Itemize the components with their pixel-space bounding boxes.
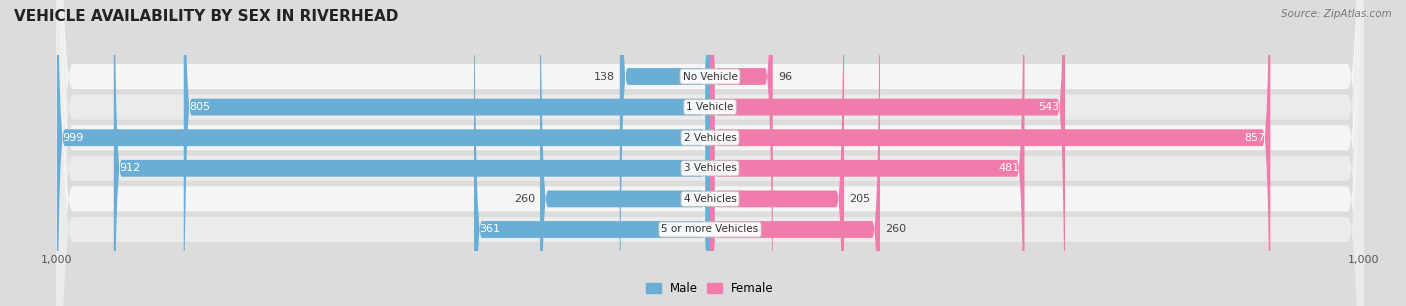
Text: 260: 260: [886, 225, 907, 234]
Text: 2 Vehicles: 2 Vehicles: [683, 133, 737, 143]
Text: 205: 205: [849, 194, 870, 204]
Text: 361: 361: [479, 225, 501, 234]
Text: VEHICLE AVAILABILITY BY SEX IN RIVERHEAD: VEHICLE AVAILABILITY BY SEX IN RIVERHEAD: [14, 9, 398, 24]
Text: 1 Vehicle: 1 Vehicle: [686, 102, 734, 112]
Text: Source: ZipAtlas.com: Source: ZipAtlas.com: [1281, 9, 1392, 19]
FancyBboxPatch shape: [710, 0, 844, 306]
FancyBboxPatch shape: [184, 0, 710, 306]
FancyBboxPatch shape: [710, 0, 773, 306]
Text: 543: 543: [1039, 102, 1060, 112]
Text: 912: 912: [120, 163, 141, 173]
FancyBboxPatch shape: [56, 0, 1364, 306]
FancyBboxPatch shape: [114, 0, 710, 306]
FancyBboxPatch shape: [710, 0, 1025, 306]
FancyBboxPatch shape: [620, 0, 710, 306]
FancyBboxPatch shape: [56, 0, 1364, 306]
Text: 3 Vehicles: 3 Vehicles: [683, 163, 737, 173]
FancyBboxPatch shape: [710, 0, 1271, 306]
FancyBboxPatch shape: [56, 0, 1364, 306]
Text: 138: 138: [593, 72, 614, 81]
Text: 260: 260: [513, 194, 534, 204]
FancyBboxPatch shape: [710, 0, 1064, 306]
Text: No Vehicle: No Vehicle: [682, 72, 738, 81]
Text: 5 or more Vehicles: 5 or more Vehicles: [661, 225, 759, 234]
Text: 999: 999: [62, 133, 83, 143]
Text: 96: 96: [778, 72, 792, 81]
Legend: Male, Female: Male, Female: [641, 278, 779, 300]
FancyBboxPatch shape: [56, 0, 1364, 306]
FancyBboxPatch shape: [710, 0, 880, 306]
FancyBboxPatch shape: [540, 0, 710, 306]
FancyBboxPatch shape: [474, 0, 710, 306]
Text: 805: 805: [188, 102, 209, 112]
FancyBboxPatch shape: [56, 0, 1364, 306]
Text: 481: 481: [998, 163, 1019, 173]
FancyBboxPatch shape: [56, 0, 710, 306]
Text: 857: 857: [1244, 133, 1265, 143]
Text: 4 Vehicles: 4 Vehicles: [683, 194, 737, 204]
FancyBboxPatch shape: [56, 0, 1364, 306]
